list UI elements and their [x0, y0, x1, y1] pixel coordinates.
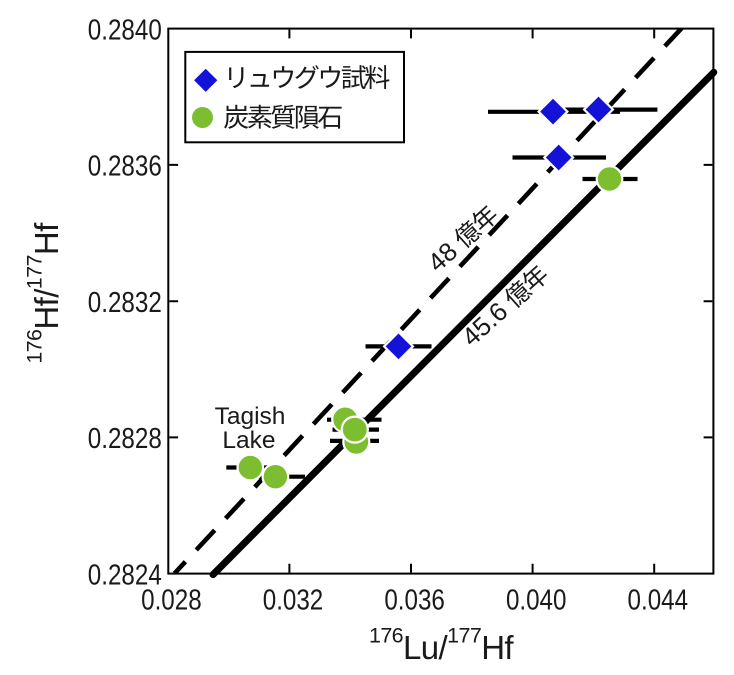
svg-text:176Lu/177Hf: 176Lu/177Hf — [369, 624, 514, 667]
svg-text:Lake: Lake — [222, 427, 275, 454]
svg-text:0.036: 0.036 — [384, 585, 445, 617]
svg-text:0.2824: 0.2824 — [88, 559, 162, 591]
svg-text:0.2832: 0.2832 — [88, 287, 162, 319]
svg-text:0.044: 0.044 — [628, 585, 689, 617]
svg-text:0.032: 0.032 — [263, 585, 324, 617]
svg-text:0.2836: 0.2836 — [88, 151, 162, 183]
svg-text:0.2828: 0.2828 — [88, 423, 162, 455]
svg-text:0.2840: 0.2840 — [88, 14, 162, 46]
svg-text:0.028: 0.028 — [141, 585, 202, 617]
svg-text:176Hf/177Hf: 176Hf/177Hf — [23, 222, 66, 364]
svg-text:0.040: 0.040 — [506, 585, 567, 617]
svg-text:Tagish: Tagish — [215, 403, 286, 430]
